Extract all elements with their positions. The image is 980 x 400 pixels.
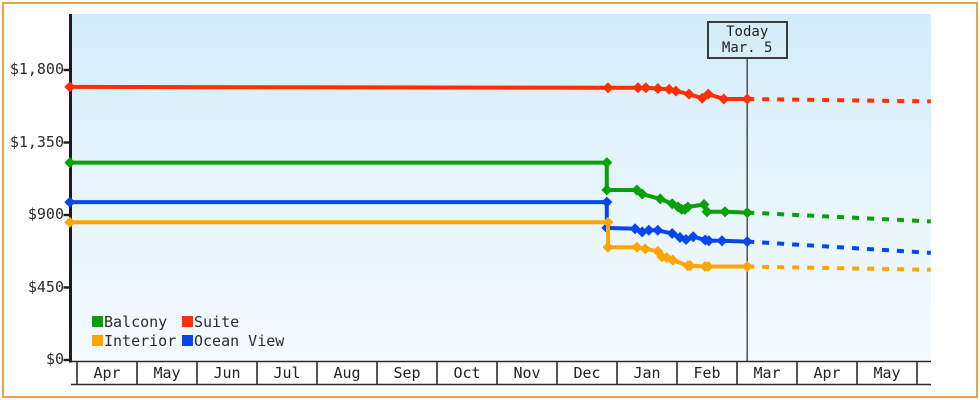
today-annotation-line2: Mar. 5 [721,40,773,56]
data-point-marker [703,235,715,247]
y-axis-tick-label: $450 [27,277,64,296]
data-point-marker [687,231,699,243]
series-line-balcony [69,160,748,215]
data-point-marker [640,82,652,94]
series-lines [64,81,931,273]
series-markers-suite [64,81,753,105]
x-axis-month-label: May [153,364,181,382]
data-point-marker [741,236,753,248]
data-point-marker [601,157,613,169]
data-point-marker [701,206,713,218]
data-point-marker [64,196,76,208]
data-point-marker [702,261,714,273]
data-point-marker [643,224,655,236]
x-axis-month-label: Feb [693,364,721,382]
today-annotation-line1: Today [726,24,769,40]
data-point-marker [64,157,76,169]
series-projection-balcony [747,210,931,224]
legend-row-2: Interior Ocean View [92,331,284,350]
data-point-marker [716,235,728,247]
x-axis-month-label: Oct [453,364,481,382]
data-point-marker [64,81,76,93]
plot-area [71,14,931,361]
ocean-view-swatch-icon [182,335,193,346]
x-axis-month-label: May [873,364,901,382]
series-markers-interior [64,216,753,273]
interior-swatch-icon [92,335,103,346]
data-point-marker [683,88,695,100]
data-point-marker [652,224,664,236]
balcony-swatch-icon [92,316,103,327]
legend-row-1: Balcony Suite [92,312,284,331]
series-projection-suite [747,97,931,104]
y-axis-tick-label: $1,350 [9,132,64,151]
data-point-marker [602,241,614,253]
data-point-marker [718,93,730,105]
legend-item-balcony: Balcony [92,313,182,331]
data-point-marker [636,188,648,200]
series-markers-ocean-view [64,196,753,248]
data-point-marker [652,83,664,95]
legend-label-balcony: Balcony [104,312,168,331]
today-annotation: Today Mar. 5 [706,21,788,59]
data-point-marker [667,254,679,266]
x-axis-month-label: Dec [573,364,601,382]
data-point-marker [719,206,731,218]
x-axis-month-label: Jul [273,364,301,382]
y-axis-tick-label: $900 [27,205,64,223]
legend-item-oceanview: Ocean View [182,332,284,350]
x-axis-month-label: Apr [93,364,121,382]
data-point-marker [601,184,613,196]
legend-label-interior: Interior [104,331,177,350]
x-axis-month-label: Sep [393,364,421,382]
x-axis-month-label: Mar [753,364,781,382]
y-axis-tick-label: $0 [45,350,64,368]
series-markers-balcony [64,157,753,219]
data-point-marker [602,216,614,228]
x-axis-month-label: Nov [513,364,541,382]
data-point-marker [741,207,753,219]
data-point-marker [670,85,682,97]
series-projection-interior [747,264,931,272]
data-point-marker [684,260,696,272]
legend-item-suite: Suite [182,313,239,331]
legend: Balcony Suite Interior Ocean View [92,312,284,350]
data-point-marker [682,201,694,213]
data-point-marker [632,82,644,94]
data-point-marker [602,82,614,94]
data-point-marker [639,243,651,255]
x-axis-month-label: Aug [333,364,361,382]
legend-label-suite: Suite [194,312,240,331]
axes [63,14,931,386]
legend-item-interior: Interior [92,332,182,350]
x-axis-month-label: Jan [633,364,661,382]
data-point-marker [666,228,678,240]
y-axis-tick-label: $1,800 [9,60,64,78]
data-point-marker [741,261,753,273]
data-point-marker [601,196,613,208]
x-axis-month-label: Apr [813,364,841,382]
data-point-marker [702,88,714,100]
suite-swatch-icon [182,316,193,327]
series-projection-ocean-view [747,239,931,255]
data-point-marker [654,193,666,205]
data-point-marker [631,241,643,253]
x-axis-month-label: Jun [213,364,241,382]
data-point-marker [741,93,753,105]
legend-label-oceanview: Ocean View [194,331,285,350]
data-point-marker [64,216,76,228]
